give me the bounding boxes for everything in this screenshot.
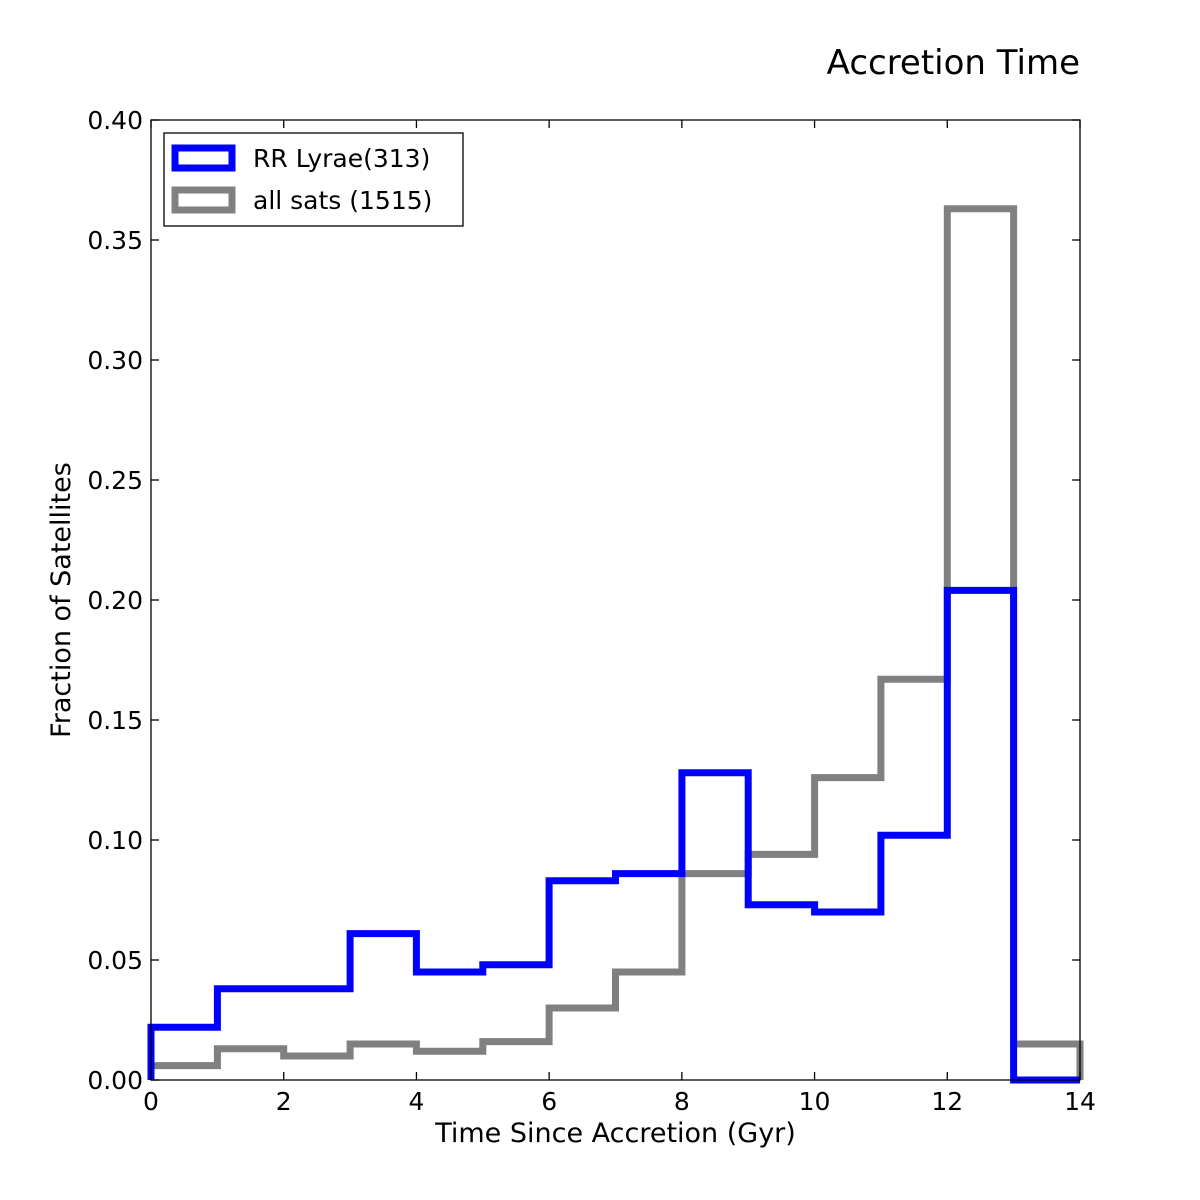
legend-swatch-rr-lyrae — [171, 144, 236, 172]
y-tick-label: 0.00 — [87, 1066, 143, 1095]
y-tick-label: 0.15 — [87, 706, 143, 735]
x-tick-label: 6 — [541, 1087, 557, 1116]
y-tick-label: 0.25 — [87, 466, 143, 495]
plot-area: 0 2 4 6 8 10 12 14 0.00 0.05 0.10 0.15 0.20 0.25 0.30 0… — [87, 106, 1096, 1116]
y-tick-label: 0.10 — [87, 826, 143, 855]
y-tick-label: 0.40 — [87, 106, 143, 135]
x-tick-label: 12 — [931, 1087, 963, 1116]
ticks-layer: 0 2 4 6 8 10 12 14 0.00 0.05 0.10 0.15 0.20 0.25 0.30 0… — [87, 106, 1096, 1116]
legend-label-rr-lyrae: RR Lyrae(313) — [253, 144, 430, 173]
legend: RR Lyrae(313) all sats (1515) — [163, 132, 464, 227]
x-tick-label: 10 — [799, 1087, 831, 1116]
y-tick-label: 0.30 — [87, 346, 143, 375]
x-tick-label: 14 — [1064, 1087, 1096, 1116]
y-tick-label: 0.05 — [87, 946, 143, 975]
x-tick-label: 4 — [408, 1087, 424, 1116]
series-outline-0 — [147, 586, 1080, 1084]
chart-title: Accretion Time — [827, 43, 1080, 83]
legend-swatch-all-sats — [171, 186, 236, 214]
x-tick-label: 2 — [276, 1087, 292, 1116]
series-layer — [147, 205, 1084, 1084]
x-tick-label: 8 — [674, 1087, 690, 1116]
y-axis-label: Fraction of Satellites — [46, 462, 77, 738]
plot-background — [151, 120, 1080, 1080]
y-tick-label: 0.35 — [87, 226, 143, 255]
y-tick-label: 0.20 — [87, 586, 143, 615]
x-tick-label: 0 — [143, 1087, 159, 1116]
x-axis-label: Time Since Accretion (Gyr) — [434, 1118, 796, 1149]
legend-label-all-sats: all sats (1515) — [253, 186, 432, 215]
